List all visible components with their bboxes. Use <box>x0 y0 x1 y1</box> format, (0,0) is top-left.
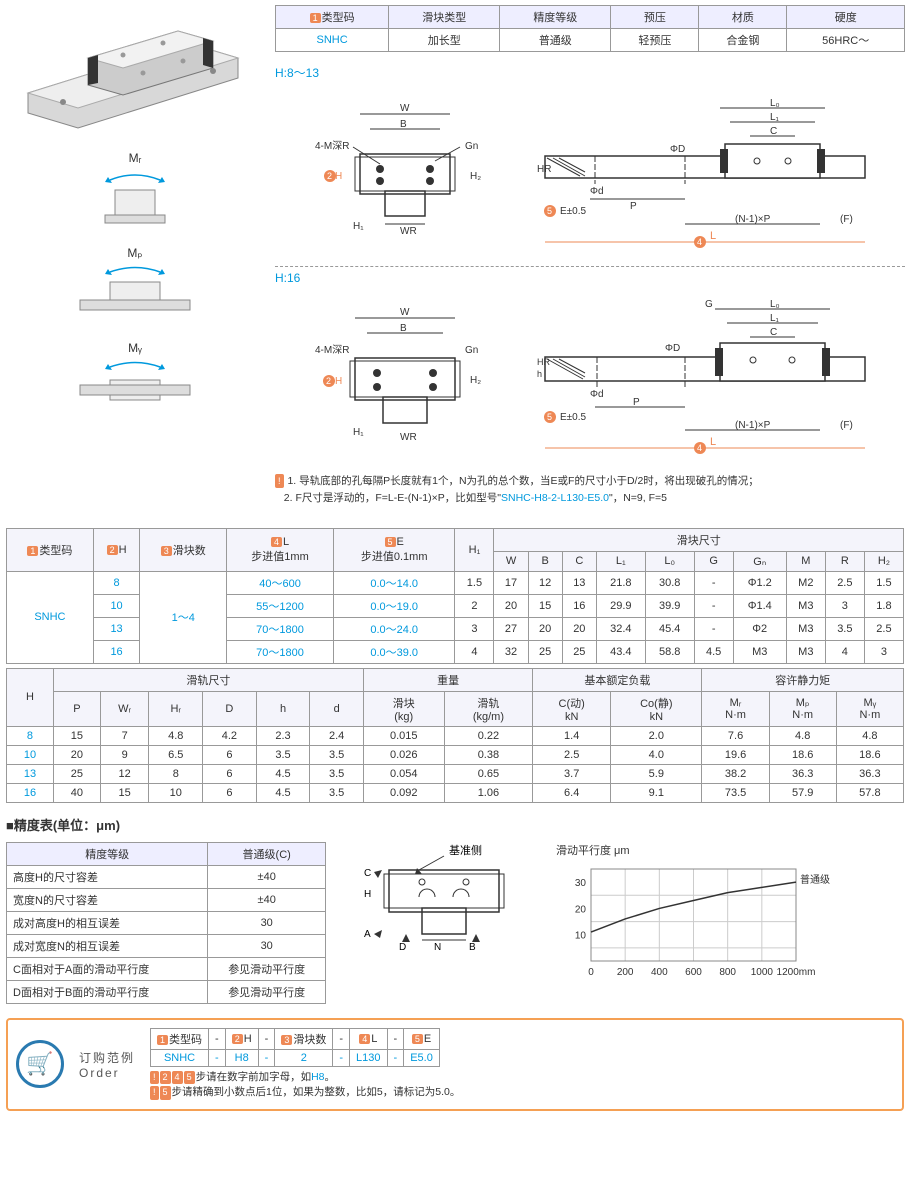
svg-text:h: h <box>537 369 542 379</box>
svg-text:L₁: L₁ <box>770 112 780 123</box>
svg-text:L₀: L₀ <box>770 299 780 310</box>
svg-text:4: 4 <box>697 237 702 247</box>
svg-text:B: B <box>400 323 407 334</box>
svg-text:(F): (F) <box>840 420 853 431</box>
svg-text:L₁: L₁ <box>770 313 780 324</box>
svg-text:2: 2 <box>326 376 331 386</box>
svg-text:600: 600 <box>685 967 702 978</box>
left-column: Mᵣ Mₚ Mᵧ <box>5 5 265 519</box>
cross-section-diagram: 基准侧 C H A D N B <box>341 842 541 957</box>
svg-text:G: G <box>705 299 713 310</box>
svg-text:D: D <box>399 942 406 953</box>
svg-text:基准侧: 基准侧 <box>449 844 482 857</box>
svg-text:10: 10 <box>575 930 587 941</box>
svg-text:(F): (F) <box>840 214 853 225</box>
svg-text:H: H <box>335 171 342 182</box>
spec-table-2: H 滑轨尺寸 重量 基本额定负载 容许静力矩 PWᵣHᵣDhd滑块(kg)滑轨(… <box>6 668 904 803</box>
parallelism-chart: 滑动平行度 μm 102030020040060080010001200mm普通… <box>556 842 846 984</box>
order-table: 1类型码-2H-3滑块数-4L-5E SNHC-H8-2-L130-E5.0 <box>150 1028 440 1067</box>
svg-text:(N-1)×P: (N-1)×P <box>735 420 771 431</box>
cart-icon: 🛒 <box>16 1040 64 1088</box>
svg-text:2: 2 <box>327 171 332 181</box>
svg-text:P: P <box>630 201 637 212</box>
svg-text:1000: 1000 <box>751 967 774 978</box>
svg-text:E±0.5: E±0.5 <box>560 206 586 217</box>
svg-text:4-M深R: 4-M深R <box>315 344 349 356</box>
precision-title: ■精度表(单位：μm) <box>6 815 910 834</box>
svg-text:L₀: L₀ <box>770 98 780 109</box>
svg-text:B: B <box>469 942 476 953</box>
svg-text:Φd: Φd <box>590 389 604 400</box>
svg-text:800: 800 <box>719 967 736 978</box>
svg-text:4: 4 <box>697 443 702 453</box>
svg-text:400: 400 <box>651 967 668 978</box>
svg-text:5: 5 <box>547 412 552 422</box>
svg-text:30: 30 <box>575 878 587 889</box>
svg-text:4-M深R: 4-M深R <box>315 140 349 152</box>
svg-text:H₁: H₁ <box>353 427 364 438</box>
product-photo <box>5 5 260 140</box>
drawing-label-h813: H:8～13 <box>275 66 319 80</box>
svg-text:P: P <box>633 397 640 408</box>
moment-my-diagram: Mᵧ <box>75 335 195 425</box>
technical-drawing-2: W B 4-M深R Gn 2 H H₂ H₁ WR G L₀ L₁ C <box>275 290 905 465</box>
svg-text:HR: HR <box>537 357 550 367</box>
svg-text:Gn: Gn <box>465 141 478 152</box>
svg-text:H₂: H₂ <box>470 171 481 182</box>
svg-text:L: L <box>710 230 716 242</box>
svg-text:W: W <box>400 103 410 114</box>
technical-drawing-1: W B 4-M深R Gn H 2 H₂ H₁ WR L₀ <box>275 86 905 261</box>
svg-text:WR: WR <box>400 432 417 443</box>
type-table: 1类型码 滑块类型精度等级 预压材质硬度 SNHC 加长型普通级 轻预压合金钢5… <box>275 5 905 52</box>
notes: ! 1. 导轨底部的孔每隔P长度就有1个，N为孔的总个数，当E或F的尺寸小于D/… <box>275 473 905 507</box>
svg-text:普通级: 普通级 <box>800 873 830 886</box>
order-example: 🛒 订购范例 Order 1类型码-2H-3滑块数-4L-5E SNHC-H8-… <box>6 1018 904 1112</box>
svg-text:200: 200 <box>617 967 634 978</box>
svg-text:HR: HR <box>537 164 551 175</box>
drawing-label-h16: H:16 <box>275 271 300 285</box>
precision-table: 精度等级普通级(C) 高度H的尺寸容差±40宽度N的尺寸容差±40成对高度H的相… <box>6 842 326 1004</box>
svg-text:C: C <box>364 868 371 879</box>
svg-text:L: L <box>710 436 716 448</box>
svg-text:C: C <box>770 126 777 137</box>
svg-text:0: 0 <box>588 967 594 978</box>
moment-mp-diagram: Mₚ <box>75 240 195 330</box>
svg-text:W: W <box>400 307 410 318</box>
svg-text:1200mm: 1200mm <box>777 967 816 978</box>
svg-text:WR: WR <box>400 226 417 237</box>
right-column: 1类型码 滑块类型精度等级 预压材质硬度 SNHC 加长型普通级 轻预压合金钢5… <box>275 5 905 519</box>
svg-text:Φd: Φd <box>590 186 604 197</box>
svg-text:E±0.5: E±0.5 <box>560 412 586 423</box>
svg-text:C: C <box>770 327 777 338</box>
svg-text:H₂: H₂ <box>470 375 481 386</box>
svg-text:(N-1)×P: (N-1)×P <box>735 214 771 225</box>
svg-text:H₁: H₁ <box>353 221 364 232</box>
svg-text:Gn: Gn <box>465 345 478 356</box>
svg-text:20: 20 <box>575 904 587 915</box>
svg-text:ΦD: ΦD <box>670 144 685 155</box>
moment-mr-diagram: Mᵣ <box>75 145 195 235</box>
svg-text:B: B <box>400 119 407 130</box>
svg-text:N: N <box>434 942 441 953</box>
svg-text:A: A <box>364 929 371 940</box>
svg-text:H: H <box>364 889 371 900</box>
svg-text:ΦD: ΦD <box>665 343 680 354</box>
svg-text:H: H <box>335 376 342 387</box>
spec-table-1: 1类型码 2H 3滑块数 4L步进值1mm 5E步进值0.1mm H₁ 滑块尺寸… <box>6 528 904 664</box>
svg-text:5: 5 <box>547 206 552 216</box>
